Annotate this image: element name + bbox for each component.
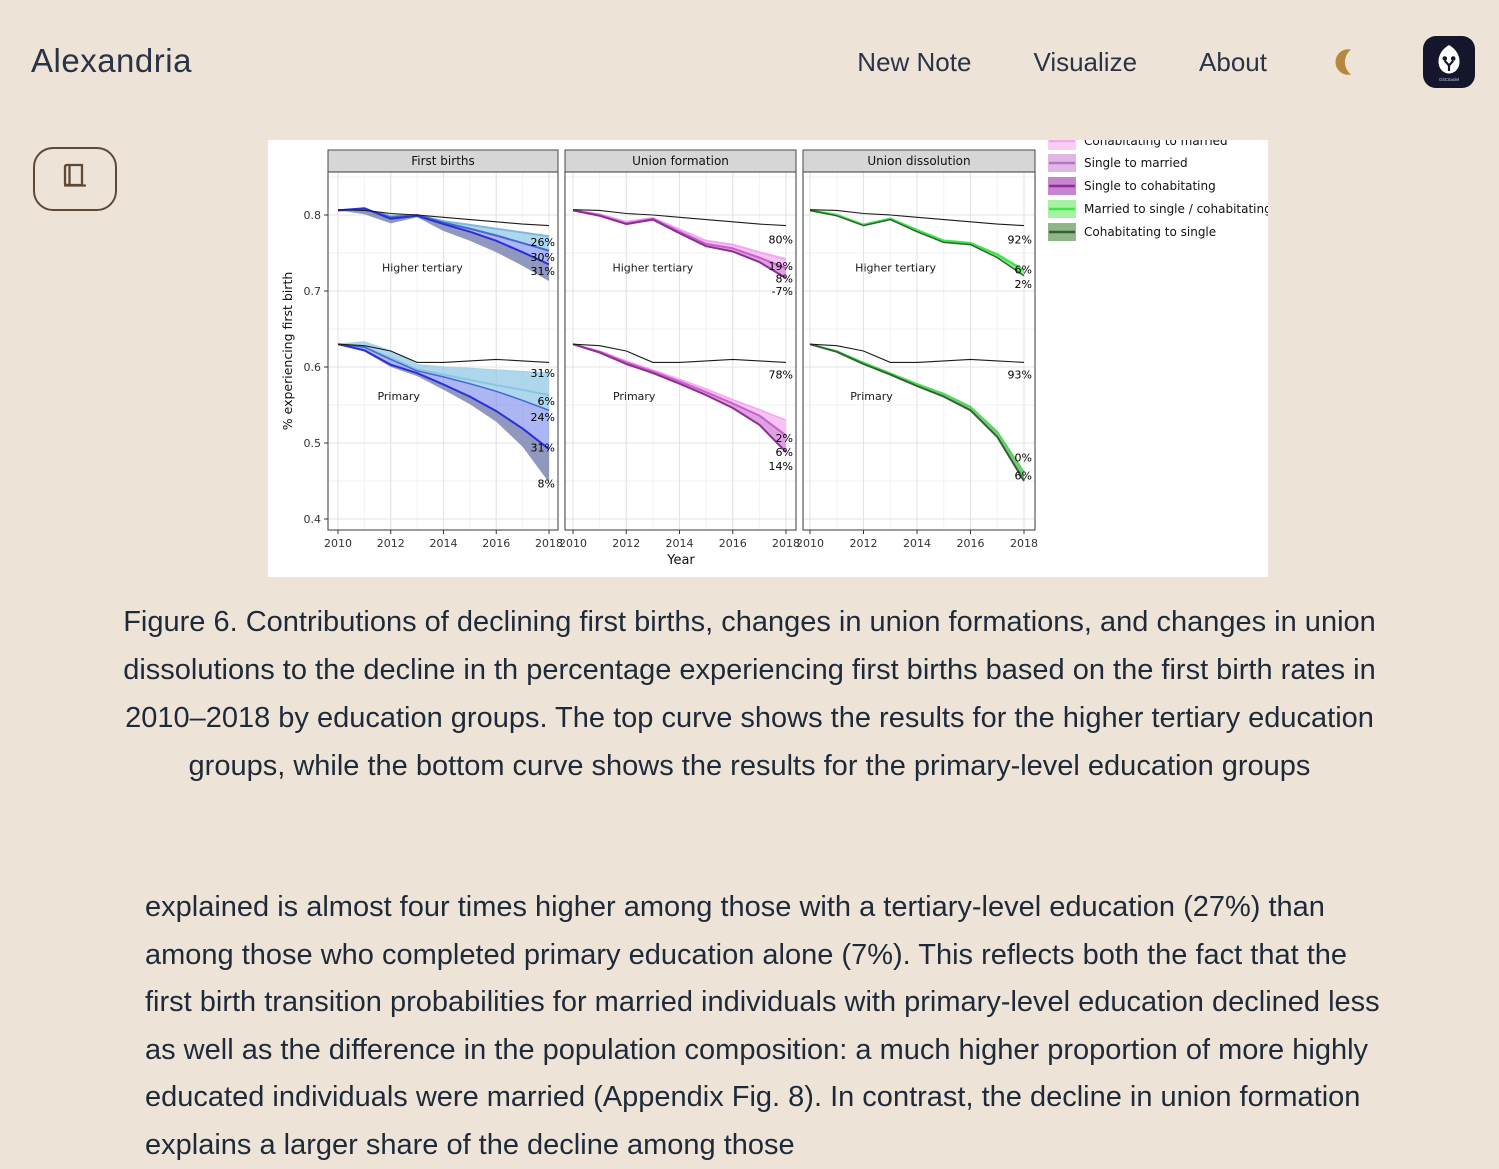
svg-text:0%: 0% [1015,451,1032,464]
svg-text:2016: 2016 [482,537,510,550]
svg-text:0.6: 0.6 [304,361,322,374]
svg-text:78%: 78% [769,369,793,382]
svg-text:19%: 19% [769,260,793,273]
svg-text:2014: 2014 [666,537,694,550]
svg-text:Cohabitating to married: Cohabitating to married [1084,140,1228,148]
svg-text:Primary: Primary [850,390,893,403]
svg-text:0.4: 0.4 [304,513,322,526]
svg-text:First births: First births [411,154,475,168]
svg-text:31%: 31% [531,265,555,278]
svg-text:2014: 2014 [903,537,931,550]
svg-text:6%: 6% [776,446,793,459]
svg-text:Cohabitating to single: Cohabitating to single [1084,225,1216,239]
svg-text:Union formation: Union formation [632,154,729,168]
svg-text:31%: 31% [531,442,555,455]
svg-text:80%: 80% [769,233,793,246]
book-icon [58,161,92,198]
svg-text:26%: 26% [531,236,555,249]
svg-text:6%: 6% [538,395,555,408]
svg-text:0.7: 0.7 [304,285,322,298]
nav-new-note[interactable]: New Note [857,46,972,77]
svg-text:Year: Year [666,553,695,568]
svg-text:8%: 8% [776,273,793,286]
svg-text:% experiencing first birth: % experiencing first birth [280,272,295,431]
svg-text:2016: 2016 [719,537,747,550]
svg-text:2014: 2014 [430,537,458,550]
svg-text:8%: 8% [538,478,555,491]
figure-chart: 26%30%31%Higher tertiary31%6%24%31%8%Pri… [268,140,1268,577]
svg-text:0.8: 0.8 [304,209,322,222]
svg-text:2016: 2016 [957,537,985,550]
dark-mode-moon-icon[interactable] [1329,46,1361,78]
svg-text:6%: 6% [1015,470,1032,483]
svg-text:6%: 6% [1015,263,1032,276]
svg-text:2018: 2018 [1010,537,1038,550]
nav-about[interactable]: About [1199,46,1267,77]
svg-text:2012: 2012 [612,537,640,550]
nav-menu: New Note Visualize About GitCitadel [857,36,1475,88]
svg-text:2012: 2012 [377,537,405,550]
svg-text:30%: 30% [531,251,555,264]
reader-mode-button[interactable] [33,147,117,211]
svg-text:Single to married: Single to married [1084,156,1188,170]
nav-visualize[interactable]: Visualize [1033,46,1138,77]
svg-text:92%: 92% [1008,233,1032,246]
app-logo[interactable]: Alexandria [31,42,192,79]
svg-text:Higher tertiary: Higher tertiary [382,261,463,274]
figure-image: 26% 30% 31% Higher tertiary 31% 6% 24% 31% 8% Pri… [268,140,1268,577]
svg-text:24%: 24% [531,411,555,424]
svg-text:Higher tertiary: Higher tertiary [612,261,693,274]
gitcitadel-label: GitCitadel [1439,77,1459,82]
article-paragraph: explained is almost four times higher am… [145,891,1380,1161]
svg-text:2%: 2% [1015,278,1032,291]
svg-text:Married to single / cohabitati: Married to single / cohabitating [1084,202,1268,216]
svg-text:Higher tertiary: Higher tertiary [855,261,936,274]
svg-text:0.5: 0.5 [304,437,322,450]
svg-text:Primary: Primary [613,390,656,403]
svg-text:2018: 2018 [535,537,563,550]
svg-text:Union dissolution: Union dissolution [867,154,970,168]
svg-text:2012: 2012 [850,537,878,550]
svg-text:2010: 2010 [796,537,824,550]
svg-text:2010: 2010 [559,537,587,550]
svg-text:-7%: -7% [772,285,793,298]
svg-text:93%: 93% [1008,369,1032,382]
svg-text:2018: 2018 [772,537,800,550]
svg-text:Single to cohabitating: Single to cohabitating [1084,179,1216,193]
gitcitadel-app-icon[interactable]: GitCitadel [1423,36,1475,88]
figure-caption: Figure 6. Contributions of declining fir… [123,606,1376,782]
svg-text:31%: 31% [531,367,555,380]
top-navigation-bar: Alexandria New Note Visualize About GitC… [0,0,1499,110]
svg-text:Primary: Primary [377,390,420,403]
svg-text:14%: 14% [769,460,793,473]
svg-text:2%: 2% [776,432,793,445]
svg-text:2010: 2010 [324,537,352,550]
